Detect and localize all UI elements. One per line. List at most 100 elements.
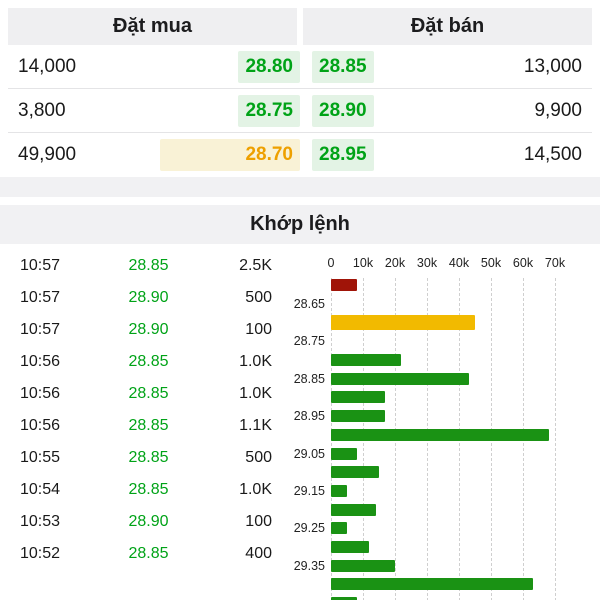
trade-time: 10:57 <box>20 257 61 274</box>
volume-bar <box>331 391 386 404</box>
chart-row <box>285 276 600 295</box>
trade-row: 10:53 28.90 100 <box>0 506 285 538</box>
chart-row: 28.95 <box>285 407 600 426</box>
volume-bar <box>331 559 395 572</box>
sell-quantity: 13,000 <box>523 55 582 77</box>
order-book-row[interactable]: 3,800 28.75 28.90 9,900 <box>8 89 592 133</box>
trade-row: 10:55 28.85 500 <box>0 442 285 474</box>
sell-quantity: 9,900 <box>534 99 582 121</box>
volume-bar <box>331 279 357 292</box>
trade-volume: 1.0K <box>239 481 272 498</box>
price-tick-label: 29.05 <box>293 446 325 461</box>
trade-time: 10:56 <box>20 385 61 402</box>
trade-volume: 1.0K <box>239 385 272 402</box>
buy-quantity: 14,000 <box>18 55 77 77</box>
chart-row: 28.85 <box>285 369 600 388</box>
trade-volume: 500 <box>245 449 272 466</box>
chart-row <box>285 426 600 445</box>
axis-tick-label: 30k <box>416 256 438 270</box>
matched-orders-title: Khớp lệnh <box>0 205 600 244</box>
sell-price[interactable]: 28.90 <box>300 94 440 127</box>
volume-bar <box>331 315 475 331</box>
trade-volume: 400 <box>245 545 272 562</box>
trade-time: 10:52 <box>20 545 61 562</box>
trade-volume: 1.0K <box>239 353 272 370</box>
trade-time: 10:54 <box>20 481 61 498</box>
trade-time: 10:53 <box>20 513 61 530</box>
order-book-row[interactable]: 49,900 28.70 28.95 14,500 <box>8 133 592 177</box>
sell-column-header: Đặt bán <box>303 8 592 45</box>
buy-column-header: Đặt mua <box>8 8 297 45</box>
buy-price[interactable]: 28.70 <box>160 139 300 171</box>
trade-price: 28.85 <box>128 257 169 274</box>
axis-tick-label: 70k <box>544 256 566 270</box>
axis-tick-label: 0 <box>327 256 335 270</box>
volume-by-price-chart: 0 10k 20k 30k 40k 50k 60k 70k 28.65 28.75 28.85 28… <box>285 244 600 600</box>
price-tick-label: 29.35 <box>293 558 325 573</box>
chart-plot-area: 28.65 28.75 28.85 28.95 29.05 29.15 29.25 29.35 <box>285 276 600 600</box>
trade-row: 10:56 28.85 1.0K <box>0 378 285 410</box>
buy-price-value: 28.80 <box>238 50 300 83</box>
trade-volume: 100 <box>245 321 272 338</box>
chart-bar-rows: 28.65 28.75 28.85 28.95 29.05 29.15 29.25 29.35 <box>285 276 600 600</box>
chart-row <box>285 388 600 407</box>
trade-row: 10:57 28.85 2.5K <box>0 250 285 282</box>
trade-row: 10:56 28.85 1.0K <box>0 346 285 378</box>
axis-tick-label: 60k <box>512 256 534 270</box>
sell-price-value: 28.85 <box>312 50 374 83</box>
section-divider <box>0 177 600 197</box>
order-book-row[interactable]: 14,000 28.80 28.85 13,000 <box>8 45 592 89</box>
chart-row <box>285 594 600 600</box>
chart-row <box>285 463 600 482</box>
chart-row: 29.35 <box>285 556 600 575</box>
trade-price: 28.85 <box>128 385 169 402</box>
volume-bar <box>331 503 376 516</box>
axis-tick-label: 40k <box>448 256 470 270</box>
volume-bar <box>331 428 549 441</box>
trade-volume: 2.5K <box>239 257 272 274</box>
trade-price: 28.85 <box>128 417 169 434</box>
volume-bar <box>331 410 386 423</box>
chart-row: 28.75 <box>285 332 600 351</box>
trade-time: 10:56 <box>20 417 61 434</box>
chart-row <box>285 500 600 519</box>
trade-volume: 500 <box>245 289 272 306</box>
volume-bar <box>331 597 357 600</box>
price-tick-label: 29.25 <box>293 521 325 536</box>
trade-time: 10:57 <box>20 289 61 306</box>
chart-row: 29.15 <box>285 482 600 501</box>
volume-bar <box>331 354 402 367</box>
chart-row: 29.25 <box>285 519 600 538</box>
trade-history-list[interactable]: 10:57 28.85 2.5K 10:57 28.90 500 10:57 28.90 100… <box>0 244 285 600</box>
sell-price[interactable]: 28.95 <box>300 139 440 171</box>
buy-quantity: 49,900 <box>18 144 77 165</box>
sell-price-value: 28.95 <box>312 139 374 171</box>
volume-bar <box>331 578 533 591</box>
trade-row: 10:54 28.85 1.0K <box>0 474 285 506</box>
trade-price: 28.90 <box>128 321 169 338</box>
chart-x-axis: 0 10k 20k 30k 40k 50k 60k 70k <box>285 256 600 276</box>
buy-price[interactable]: 28.75 <box>160 94 300 127</box>
volume-bar <box>331 522 347 535</box>
buy-price[interactable]: 28.80 <box>160 50 300 83</box>
price-tick-label: 28.95 <box>293 409 325 424</box>
volume-bar <box>331 484 347 497</box>
trade-volume: 100 <box>245 513 272 530</box>
trade-price: 28.85 <box>128 545 169 562</box>
price-tick-label: 28.85 <box>293 371 325 386</box>
trade-time: 10:56 <box>20 353 61 370</box>
axis-tick-label: 50k <box>480 256 502 270</box>
chart-row <box>285 351 600 370</box>
sell-price-value: 28.90 <box>312 94 374 127</box>
sell-price[interactable]: 28.85 <box>300 50 440 83</box>
chart-row <box>285 575 600 594</box>
trade-time: 10:57 <box>20 321 61 338</box>
trade-price: 28.85 <box>128 353 169 370</box>
trade-price: 28.90 <box>128 513 169 530</box>
buy-price-value: 28.75 <box>238 94 300 127</box>
trade-price: 28.90 <box>128 289 169 306</box>
matched-orders-section: 10:57 28.85 2.5K 10:57 28.90 500 10:57 28.90 100… <box>0 244 600 600</box>
trade-time: 10:55 <box>20 449 61 466</box>
trade-volume: 1.1K <box>239 417 272 434</box>
